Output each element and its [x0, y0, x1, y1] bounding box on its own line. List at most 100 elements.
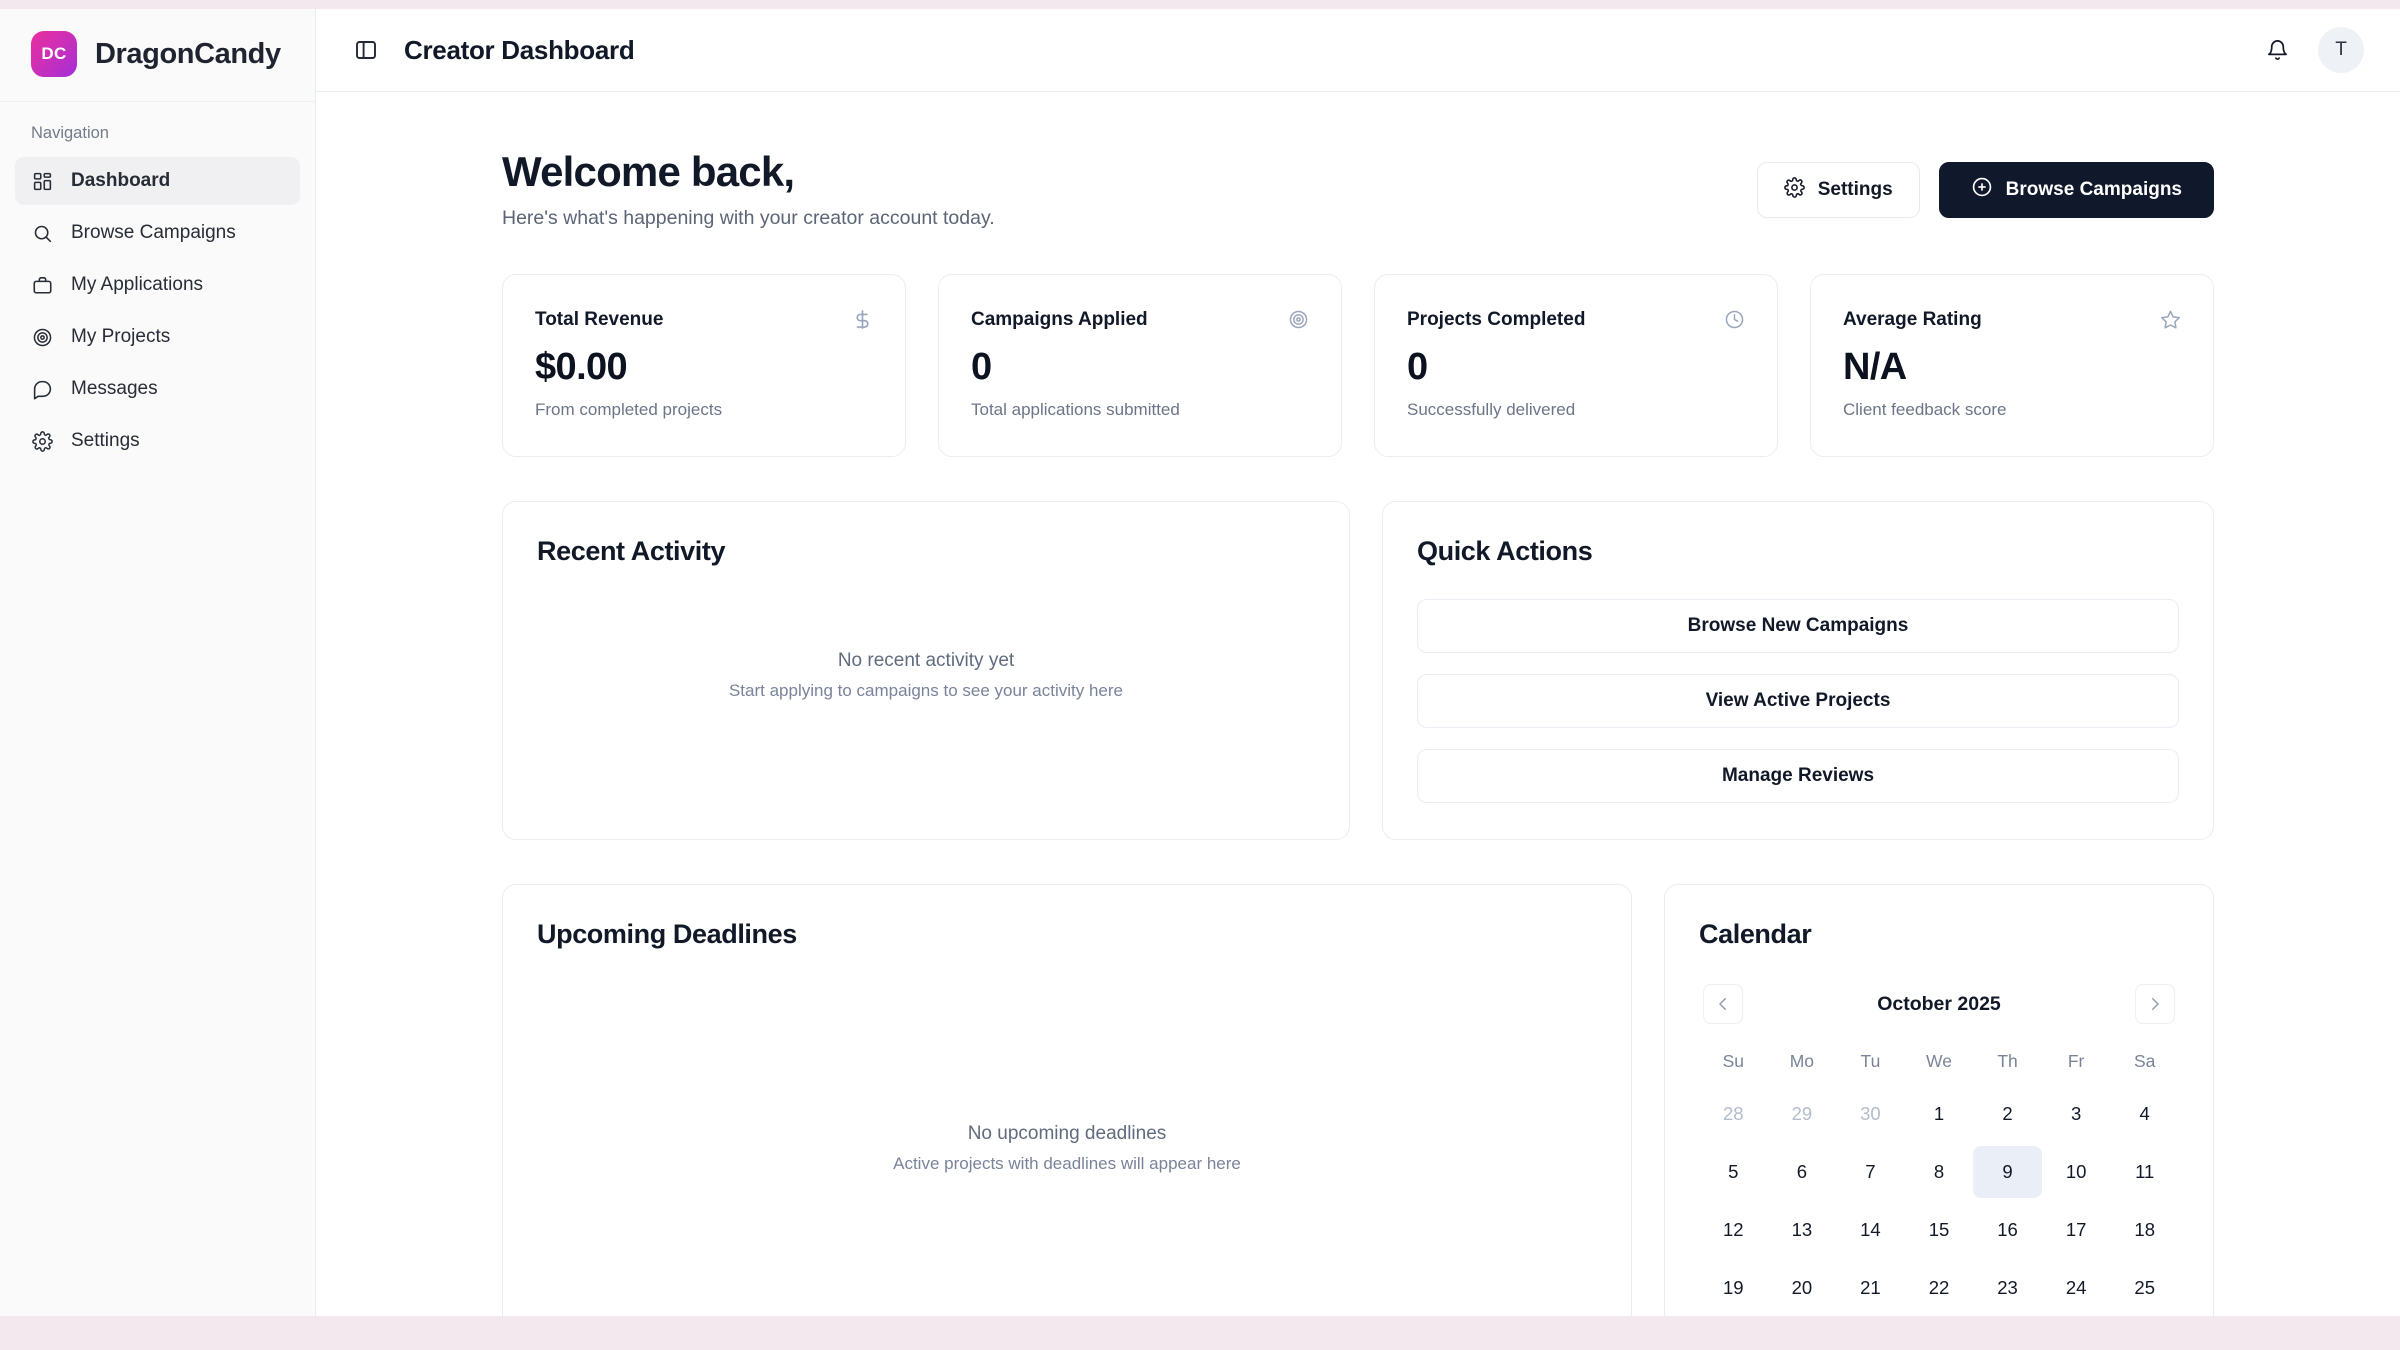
calendar-day[interactable]: 1	[1933, 1103, 1945, 1125]
clock-icon	[1724, 309, 1745, 330]
calendar-weekday-label: Tu	[1860, 1050, 1881, 1071]
calendar-day[interactable]: 16	[1997, 1219, 2018, 1241]
deadlines-empty-main: No upcoming deadlines	[967, 1122, 1167, 1144]
calendar-day[interactable]: 7	[1865, 1161, 1876, 1183]
stat-card-title: Projects Completed	[1407, 309, 1586, 331]
calendar-day[interactable]: 20	[1791, 1277, 1813, 1299]
chevron-left-icon[interactable]	[1703, 984, 1743, 1025]
star-icon	[2160, 309, 2181, 330]
stat-card-title: Total Revenue	[535, 309, 664, 331]
calendar-day[interactable]: 2	[2002, 1103, 2013, 1125]
calendar-day[interactable]: 28	[1722, 1103, 1744, 1125]
welcome-actions: Settings Browse Campaigns	[1756, 148, 2214, 218]
bell-icon[interactable]	[2254, 27, 2300, 73]
calendar-day[interactable]: 30	[1860, 1103, 1881, 1125]
topbar: Creator Dashboard T	[316, 9, 2400, 92]
calendar-weekday-label: Sa	[2134, 1050, 2156, 1071]
calendar-day[interactable]: 18	[2134, 1219, 2155, 1241]
calendar-day[interactable]: 4	[2139, 1103, 2150, 1125]
sidebar: DC DragonCandy Navigation Dashboard Brows…	[0, 9, 316, 1316]
target-icon	[1288, 309, 1309, 330]
page-title: Creator Dashboard	[404, 34, 635, 65]
sidebar-nav: Navigation Dashboard Browse Campaigns My A…	[0, 102, 315, 469]
upcoming-deadlines-card: Upcoming Deadlines No upcoming deadlines…	[502, 884, 1632, 1316]
welcome-text: Welcome back, Here's what's happening wi…	[502, 148, 995, 230]
panel-toggle-icon[interactable]	[344, 28, 388, 72]
recent-activity-title: Recent Activity	[537, 536, 726, 567]
calendar-day[interactable]: 10	[2065, 1161, 2087, 1183]
quick-action-browse-new-campaigns[interactable]: Browse New Campaigns	[1417, 599, 2179, 654]
chevron-right-icon[interactable]	[2135, 984, 2175, 1025]
stat-card: Projects Completed 0 Successfully delivere…	[1374, 274, 1778, 458]
quick-action-manage-reviews[interactable]: Manage Reviews	[1417, 749, 2179, 804]
calendar-day[interactable]: 13	[1791, 1219, 1813, 1241]
sidebar-item-label: Settings	[71, 430, 140, 451]
quick-action-label: Browse New Campaigns	[1687, 615, 1909, 637]
nav-section-label: Navigation	[31, 124, 109, 142]
sidebar-item-label: My Projects	[71, 326, 171, 347]
calendar-weekday-label: Su	[1722, 1050, 1744, 1071]
brand-name: DragonCandy	[95, 37, 281, 70]
calendar-day[interactable]: 6	[1796, 1161, 1807, 1183]
quick-actions-list: Browse New Campaigns View Active Projects…	[1417, 599, 2179, 804]
stat-card-description: Client feedback score	[1843, 400, 2007, 420]
search-icon	[31, 222, 53, 244]
deadlines-empty-state: No upcoming deadlines Active projects wi…	[537, 950, 1597, 1316]
calendar-day[interactable]: 5	[1728, 1161, 1739, 1183]
calendar-day[interactable]: 14	[1860, 1219, 1881, 1241]
stat-card: Campaigns Applied 0 Total applications sub…	[938, 274, 1342, 458]
calendar-day[interactable]: 29	[1791, 1103, 1813, 1125]
sidebar-item-browse-campaigns[interactable]: Browse Campaigns	[15, 209, 300, 257]
calendar-day[interactable]: 17	[2065, 1219, 2087, 1241]
calendar-day[interactable]: 15	[1928, 1219, 1950, 1241]
stat-card-header: Campaigns Applied	[971, 309, 1309, 331]
target-icon	[31, 326, 53, 348]
calendar-day[interactable]: 22	[1928, 1277, 1950, 1299]
gear-icon	[1783, 176, 1805, 204]
sidebar-item-settings[interactable]: Settings	[15, 417, 300, 465]
stat-card-header: Total Revenue	[535, 309, 873, 331]
sidebar-item-label: Dashboard	[71, 170, 171, 191]
calendar-day[interactable]: 11	[2135, 1161, 2155, 1183]
stat-card-description: Successfully delivered	[1407, 400, 1576, 420]
calendar-day-today[interactable]: 9	[1973, 1146, 2042, 1199]
avatar[interactable]: T	[2318, 27, 2364, 73]
quick-actions-title: Quick Actions	[1417, 536, 1593, 567]
welcome-subtitle: Here's what's happening with your creato…	[502, 207, 995, 230]
main-area: Creator Dashboard T Welcome back, Here's…	[316, 9, 2400, 1316]
calendar-day[interactable]: 8	[1933, 1161, 1945, 1183]
sidebar-item-my-applications[interactable]: My Applications	[15, 261, 300, 309]
chat-bubble-icon	[31, 378, 53, 400]
brand[interactable]: DC DragonCandy	[0, 9, 315, 102]
sidebar-item-my-projects[interactable]: My Projects	[15, 313, 300, 361]
quick-action-label: View Active Projects	[1705, 690, 1891, 712]
stat-card-description: Total applications submitted	[971, 400, 1180, 420]
sidebar-item-messages[interactable]: Messages	[15, 365, 300, 413]
calendar-month-label: October 2025	[1877, 992, 2001, 1015]
settings-button[interactable]: Settings	[1756, 162, 1920, 218]
recent-activity-empty-main: No recent activity yet	[837, 649, 1015, 671]
quick-action-label: Manage Reviews	[1721, 765, 1875, 787]
calendar-day[interactable]: 24	[2065, 1277, 2087, 1299]
calendar-day[interactable]: 12	[1722, 1219, 1744, 1241]
gear-icon	[31, 430, 53, 452]
deadlines-calendar-row: Upcoming Deadlines No upcoming deadlines…	[502, 884, 2214, 1316]
quick-action-view-active-projects[interactable]: View Active Projects	[1417, 674, 2179, 729]
calendar-card: Calendar October 2025	[1664, 884, 2214, 1316]
recent-activity-empty-sub: Start applying to campaigns to see your …	[728, 680, 1124, 700]
deadlines-empty-sub: Active projects with deadlines will appe…	[893, 1153, 1241, 1173]
calendar-day[interactable]: 21	[1860, 1277, 1881, 1299]
stat-card-description: From completed projects	[535, 400, 723, 420]
sidebar-item-label: Messages	[71, 378, 158, 399]
sidebar-item-dashboard[interactable]: Dashboard	[15, 157, 300, 205]
calendar-day[interactable]: 25	[2134, 1277, 2155, 1299]
calendar-day[interactable]: 3	[2070, 1103, 2082, 1125]
calendar-day[interactable]: 23	[1997, 1277, 2018, 1299]
dashboard-content: Welcome back, Here's what's happening wi…	[316, 92, 2400, 1316]
welcome-section: Welcome back, Here's what's happening wi…	[502, 148, 2214, 230]
stat-card-value: $0.00	[535, 346, 628, 389]
calendar-weekday-label: We	[1926, 1050, 1952, 1071]
browse-campaigns-button[interactable]: Browse Campaigns	[1938, 162, 2214, 218]
calendar-day[interactable]: 19	[1722, 1277, 1744, 1299]
stat-card-header: Average Rating	[1843, 309, 2181, 331]
